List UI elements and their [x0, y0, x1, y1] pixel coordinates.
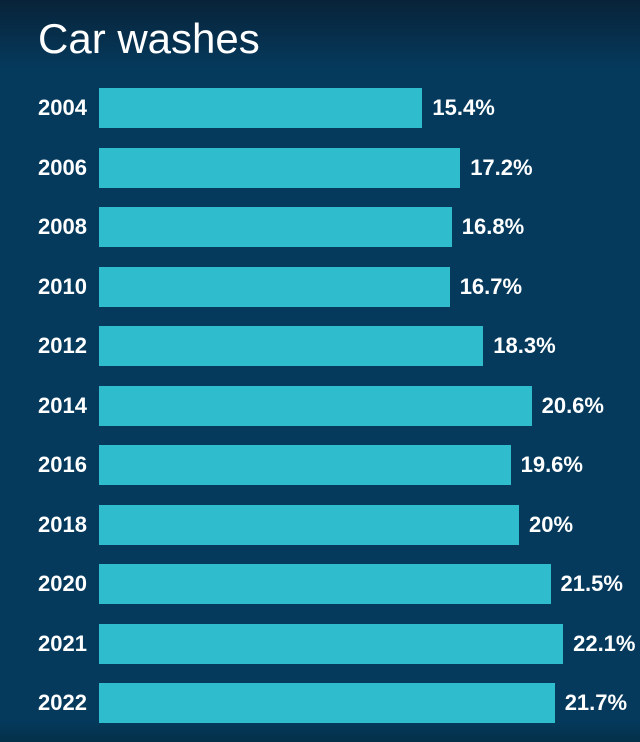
value-label: 15.4% [432, 95, 495, 120]
year-label: 2008 [38, 214, 87, 239]
bar [99, 683, 555, 723]
bar [99, 564, 551, 604]
chart-row: 2014 20.6% [38, 385, 640, 426]
chart-row: 2016 19.6% [38, 445, 640, 485]
chart-rows: 2004 15.4% 2006 17.2% 2008 16.8% 2010 16… [38, 88, 640, 723]
value-label: 21.7% [564, 690, 628, 715]
chart-row: 2021 22.1% [38, 623, 640, 664]
year-label: 2010 [38, 273, 87, 299]
year-label: 2016 [38, 452, 87, 477]
value-label: 16.7% [459, 273, 523, 299]
value-label: 20.6% [541, 392, 604, 418]
chart-row: 2020 21.5% [38, 564, 640, 604]
bar [99, 88, 423, 128]
year-label: 2012 [38, 333, 87, 358]
chart-row: 2008 16.8% [38, 207, 640, 247]
chart-row: 2010 16.7% [38, 266, 640, 307]
year-label: 2022 [38, 690, 87, 715]
year-label: 2020 [38, 571, 87, 596]
value-label: 21.5% [560, 571, 623, 596]
year-label: 2021 [38, 630, 87, 656]
value-label: 16.8% [461, 214, 525, 239]
chart-row: 2012 18.3% [38, 326, 640, 366]
year-label: 2004 [38, 95, 87, 120]
value-label: 19.6% [520, 452, 583, 477]
year-label: 2018 [38, 511, 87, 537]
chart-title: Car washes [38, 15, 260, 62]
bar [99, 326, 484, 366]
value-label: 20% [529, 511, 574, 537]
chart-row: 2004 15.4% [38, 88, 640, 128]
value-label: 18.3% [493, 333, 556, 358]
bar [99, 207, 452, 247]
value-label: 22.1% [573, 630, 636, 656]
bar [99, 445, 511, 485]
bar [99, 623, 564, 664]
bar [99, 266, 450, 307]
bar [99, 147, 461, 188]
bar [99, 504, 519, 545]
bar [99, 385, 532, 426]
chart-row: 2006 17.2% [38, 147, 640, 188]
value-label: 17.2% [470, 154, 533, 180]
chart-row: 2018 20% [38, 504, 640, 545]
year-label: 2014 [38, 392, 87, 418]
chart-row: 2022 21.7% [38, 683, 640, 723]
year-label: 2006 [38, 154, 87, 180]
